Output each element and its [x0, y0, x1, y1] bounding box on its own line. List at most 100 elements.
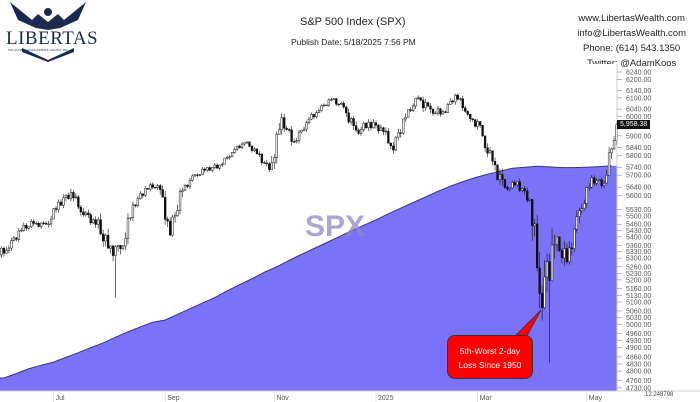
candle-body-up: [218, 164, 221, 169]
y-tick-label: 4830.00: [626, 361, 651, 368]
candlestick: [357, 128, 360, 136]
candlestick: [392, 141, 395, 155]
candle-body-down: [548, 261, 551, 282]
candlestick: [114, 245, 117, 298]
candlestick: [593, 175, 596, 186]
y-tick-label: 5640.00: [626, 185, 651, 192]
candlestick: [44, 221, 48, 225]
candle-body-up: [327, 99, 330, 106]
candle-body-up: [0, 247, 3, 256]
y-tick-label: 4800.00: [626, 369, 651, 376]
candle-body-up: [459, 98, 462, 100]
candlestick: [605, 170, 608, 184]
candlestick: [278, 123, 281, 135]
candle-body-down: [429, 105, 432, 110]
candlestick: [99, 213, 102, 235]
candle-body-down: [325, 104, 328, 107]
website-link[interactable]: www.LibertasWealth.com: [578, 13, 685, 24]
candle-body-up: [278, 129, 281, 135]
candlestick: [570, 242, 574, 256]
candle-body-down: [357, 129, 360, 134]
candlestick: [536, 215, 539, 272]
candlestick: [79, 205, 82, 216]
candle-body-up: [104, 234, 107, 242]
candle-body-up: [379, 127, 383, 132]
candle-body-up: [17, 230, 20, 240]
candle-body-down: [25, 224, 28, 229]
x-tick-label: Nov: [276, 395, 289, 402]
candle-body-up: [424, 102, 427, 109]
candle-body-up: [583, 203, 586, 209]
candle-body-up: [543, 276, 546, 309]
candle-body-up: [317, 110, 321, 113]
candle-body-down: [439, 108, 442, 115]
candlestick: [149, 182, 152, 192]
candle-body-up: [610, 148, 613, 154]
y-tick-label: 5900.00: [626, 133, 651, 140]
candlestick: [431, 108, 435, 116]
candle-body-down: [119, 245, 122, 249]
candle-body-up: [131, 204, 135, 218]
candle-body-up: [404, 117, 407, 120]
candle-body-up: [394, 136, 397, 151]
candlestick: [568, 241, 571, 265]
candle-body-down: [506, 187, 509, 190]
y-tick-label: 6040.00: [626, 107, 651, 114]
candlestick: [531, 198, 534, 241]
candlestick: [598, 179, 601, 181]
candlestick: [412, 103, 415, 112]
candlestick: [255, 148, 259, 155]
email-link[interactable]: info@LibertasWealth.com: [577, 28, 686, 39]
libertas-logo: LIBERTAS WEALTH MANAGEMENT GROUP, INC.: [2, 0, 98, 62]
candlestick: [183, 183, 187, 192]
candlestick: [526, 187, 529, 203]
candlestick: [230, 152, 234, 158]
candle-body-up: [97, 219, 100, 225]
candlestick: [285, 125, 288, 131]
candlestick: [124, 232, 127, 251]
moving-average-line: [0, 165, 612, 379]
candlestick: [563, 241, 566, 266]
candle-body-down: [82, 211, 85, 216]
candle-body-down: [37, 223, 40, 227]
candle-body-up: [40, 222, 43, 227]
candlestick: [273, 154, 276, 169]
candle-body-up: [280, 117, 283, 130]
candlestick: [245, 141, 249, 144]
candle-body-up: [320, 105, 323, 111]
candle-body-up: [553, 244, 556, 246]
y-tick-label: 5260.00: [626, 264, 651, 271]
candle-body-up: [412, 105, 415, 111]
candle-body-down: [258, 153, 261, 155]
candle-body-up: [253, 148, 256, 151]
candlestick: [528, 197, 531, 202]
candlestick: [429, 103, 432, 114]
y-tick-label: 5330.00: [626, 249, 651, 256]
y-tick-label: 5740.00: [626, 165, 651, 172]
candle-body-down: [540, 293, 544, 309]
y-tick-label: 5000.00: [626, 322, 651, 329]
candle-body-up: [92, 219, 95, 224]
candlestick: [320, 104, 323, 113]
y-tick-label: 5460.00: [626, 222, 651, 229]
candlestick: [0, 246, 3, 259]
candle-body-up: [563, 248, 566, 259]
candlestick: [176, 204, 179, 217]
candle-body-down: [238, 145, 241, 149]
candle-body-down: [409, 109, 412, 111]
candle-body-down: [154, 187, 157, 189]
candle-body-up: [555, 236, 559, 245]
candle-body-up: [340, 102, 343, 105]
candlestick: [196, 173, 199, 178]
candle-body-up: [211, 167, 214, 171]
candle-body-down: [382, 127, 385, 132]
candle-body-up: [124, 237, 127, 247]
candle-body-up: [181, 189, 184, 192]
candle-body-up: [545, 261, 549, 278]
twitter-handle[interactable]: Twitter: @AdamKoos: [586, 58, 677, 69]
candlestick: [548, 253, 551, 363]
candle-body-up: [27, 226, 30, 229]
candle-body-up: [434, 112, 437, 115]
candlestick: [106, 228, 110, 249]
candle-body-down: [164, 196, 167, 220]
